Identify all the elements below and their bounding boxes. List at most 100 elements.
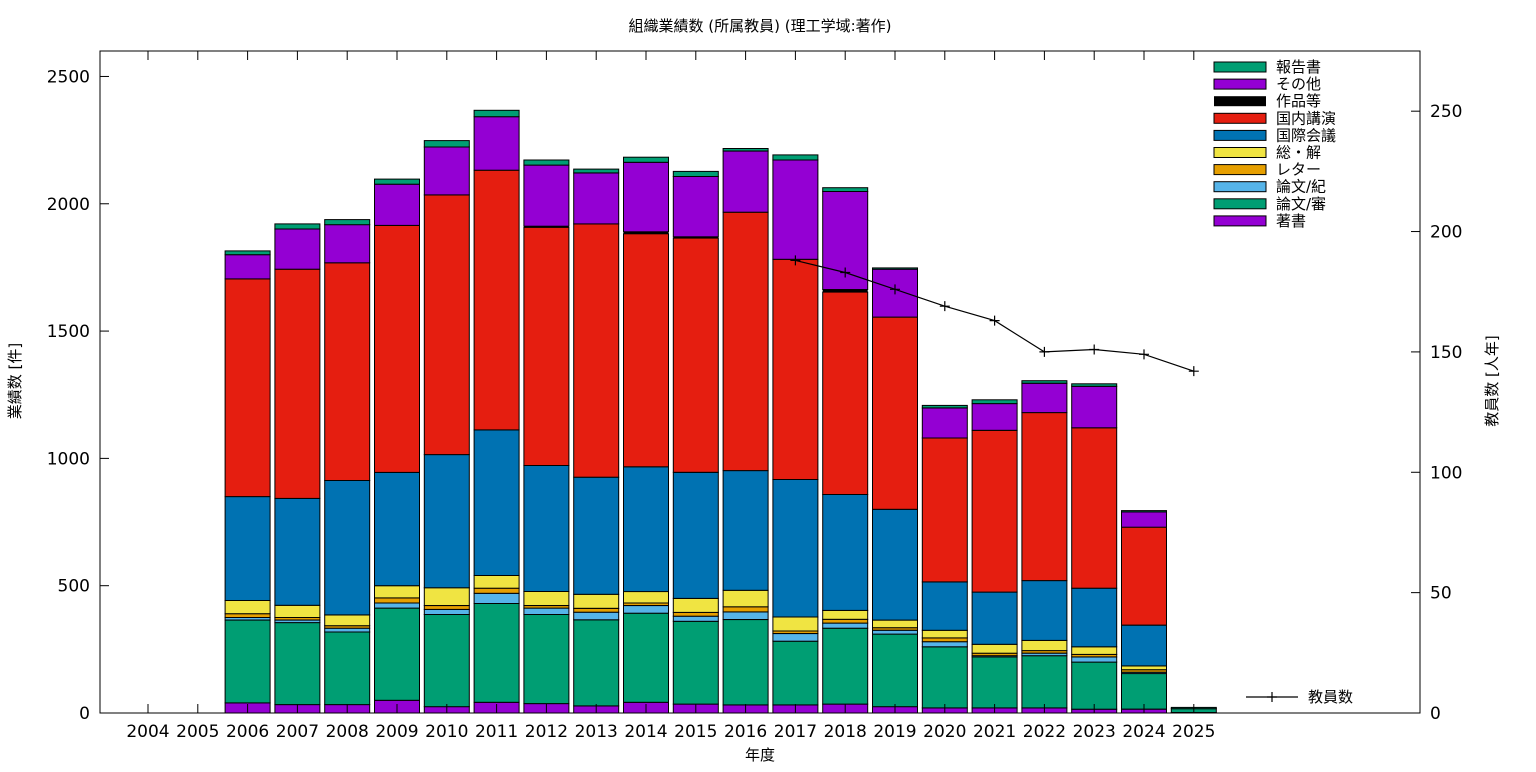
- bar-segment: [971, 429, 1018, 593]
- bar-segment: [573, 223, 620, 478]
- bar-segment: [822, 187, 869, 192]
- bar-segment: [1071, 427, 1118, 589]
- y-tick-label: 2500: [47, 67, 90, 87]
- bar-segment: [1071, 385, 1118, 429]
- bar-segment: [722, 606, 769, 613]
- bar-segment: [921, 407, 968, 439]
- bar-segment: [722, 148, 769, 152]
- bar-segment: [1021, 580, 1068, 641]
- bar-segment: [1071, 646, 1118, 655]
- bar-segment: [822, 618, 869, 624]
- bar-segment: [722, 211, 769, 472]
- bar-segment: [921, 581, 968, 631]
- legend-swatch: [1213, 112, 1267, 124]
- legend-label: 著書: [1276, 212, 1306, 230]
- bar-segment: [523, 465, 570, 592]
- legend-line-marker: [1267, 692, 1277, 702]
- bar-segment: [672, 471, 719, 599]
- bar-segment: [623, 233, 669, 468]
- x-tick-label: 2025: [1172, 722, 1215, 742]
- y2-tick-label: 250: [1430, 102, 1462, 122]
- bar-segment: [423, 614, 470, 708]
- bar-segment: [573, 611, 620, 621]
- legend-label: 作品等: [1276, 92, 1321, 110]
- bar-segment: [672, 597, 719, 613]
- bar-segment: [274, 604, 321, 618]
- bar-segment: [274, 268, 321, 499]
- bar-segment: [1121, 511, 1167, 528]
- bar-segment: [971, 403, 1018, 431]
- bar-segment: [473, 109, 520, 118]
- bar-segment: [872, 629, 918, 635]
- bar-segment: [822, 289, 868, 293]
- bar-segment: [523, 614, 570, 705]
- bar-segment: [1021, 639, 1068, 652]
- bar-segment: [523, 226, 570, 466]
- bar-segment: [324, 480, 371, 616]
- bar-segment: [1121, 510, 1167, 513]
- bar-segment: [672, 615, 719, 622]
- x-tick-label: 2012: [525, 722, 568, 742]
- bar-segment: [772, 616, 819, 632]
- bar-segment: [1071, 656, 1118, 663]
- bar-segment: [573, 476, 620, 595]
- y-tick-label: 1000: [47, 449, 90, 469]
- bar-segment: [623, 466, 669, 593]
- bar-segment: [672, 611, 719, 617]
- x-tick-label: 2021: [973, 722, 1016, 742]
- bar-segment: [623, 156, 669, 163]
- bar-segment: [872, 633, 918, 708]
- bar-segment: [224, 496, 271, 602]
- x-tick-label: 2009: [375, 722, 418, 742]
- bar-segment: [374, 597, 420, 604]
- bar-segment: [1071, 661, 1118, 710]
- plot-frame: [99, 50, 1421, 714]
- bar-segment: [672, 620, 719, 705]
- legend-swatch: [1213, 164, 1267, 176]
- y2-tick-label: 200: [1430, 223, 1462, 243]
- bar-segment: [224, 254, 271, 280]
- bar-segment: [324, 631, 371, 706]
- bar-segment: [872, 316, 918, 510]
- line-point: [1089, 344, 1100, 355]
- bar-segment: [822, 291, 869, 495]
- bar-segment: [722, 611, 769, 621]
- legend-swatch: [1213, 129, 1267, 141]
- bars-group: [224, 109, 1217, 714]
- bar-segment: [921, 641, 968, 648]
- bar-segment: [573, 168, 620, 174]
- x-tick-label: 2011: [475, 722, 518, 742]
- bar-segment: [772, 640, 819, 706]
- bar-segment: [772, 633, 819, 642]
- bar-segment: [672, 176, 719, 238]
- line-point: [790, 255, 801, 266]
- legend-swatch: [1214, 96, 1266, 107]
- bar-segment: [921, 637, 968, 643]
- bar-segment: [971, 591, 1018, 645]
- bar-segment: [473, 592, 520, 604]
- bar-segment: [1071, 587, 1118, 648]
- bar-segment: [374, 224, 420, 473]
- bar-segment: [573, 607, 620, 613]
- bar-segment: [722, 470, 769, 591]
- x-tick-label: 2019: [873, 722, 916, 742]
- bar-segment: [623, 161, 669, 233]
- bar-segment: [623, 605, 669, 614]
- y-tick-label: 2000: [47, 195, 90, 215]
- legend-line-label: 教員数: [1308, 688, 1353, 706]
- x-tick-label: 2007: [276, 722, 319, 742]
- bar-segment: [722, 150, 769, 213]
- y-tick-label: 500: [58, 577, 90, 597]
- bar-segment: [872, 508, 918, 621]
- legend-label: レター: [1276, 161, 1321, 179]
- legend-label: 論文/審: [1276, 195, 1326, 213]
- bar-segment: [324, 219, 371, 226]
- bar-segment: [523, 591, 570, 606]
- bar-segment: [473, 429, 520, 576]
- legend-label: 総・解: [1276, 144, 1321, 162]
- bar-segment: [324, 614, 371, 627]
- bar-segment: [921, 437, 968, 583]
- bar-segment: [1021, 412, 1068, 582]
